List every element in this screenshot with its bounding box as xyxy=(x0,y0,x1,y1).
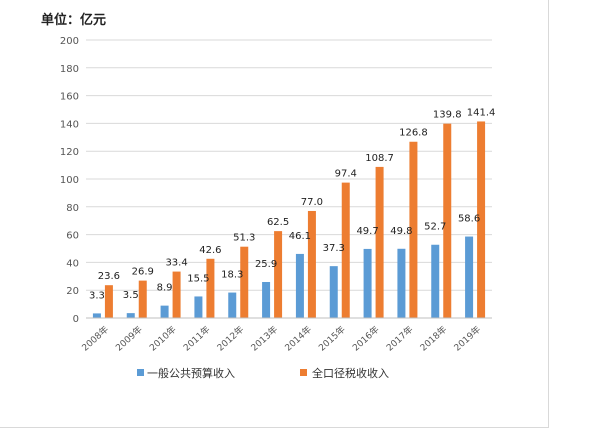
bar-budget-revenue xyxy=(228,292,237,318)
legend-label: 全口径税收收入 xyxy=(312,366,389,380)
y-tick-label: 200 xyxy=(60,36,79,47)
data-label-budget: 49.8 xyxy=(390,226,412,237)
y-tick-label: 20 xyxy=(66,286,79,297)
y-tick-label: 100 xyxy=(60,175,79,186)
y-tick-label: 120 xyxy=(60,147,79,158)
x-tick-label: 2011年 xyxy=(181,323,213,353)
legend-swatch xyxy=(300,369,307,376)
bar-budget-revenue xyxy=(194,296,203,318)
data-label-tax: 26.9 xyxy=(132,267,154,278)
data-label-budget: 52.7 xyxy=(424,222,446,233)
data-label-budget: 49.7 xyxy=(356,226,378,237)
bar-tax-revenue xyxy=(240,246,249,318)
bar-tax-revenue xyxy=(138,280,147,318)
bar-tax-revenue xyxy=(341,182,350,318)
data-label-tax: 33.4 xyxy=(165,258,187,269)
data-label-tax: 77.0 xyxy=(301,197,323,208)
data-label-budget: 37.3 xyxy=(323,243,345,254)
data-label-tax: 108.7 xyxy=(365,153,394,164)
data-label-budget: 46.1 xyxy=(289,231,311,242)
x-tick-label: 2013年 xyxy=(248,323,280,353)
y-tick-label: 0 xyxy=(73,314,79,325)
y-tick-label: 80 xyxy=(66,203,79,214)
data-label-tax: 51.3 xyxy=(233,233,255,244)
bar-budget-revenue xyxy=(92,313,101,318)
x-tick-label: 2017年 xyxy=(384,323,416,353)
x-tick-label: 2019年 xyxy=(451,323,483,353)
data-label-budget: 3.3 xyxy=(89,290,105,301)
x-tick-label: 2009年 xyxy=(113,323,145,353)
bar-tax-revenue xyxy=(104,285,113,318)
bar-budget-revenue xyxy=(465,236,474,318)
data-label-tax: 139.8 xyxy=(433,110,462,121)
chart-frame xyxy=(0,0,549,428)
bar-tax-revenue xyxy=(206,258,215,318)
y-tick-label: 140 xyxy=(60,119,79,130)
bar-budget-revenue xyxy=(329,266,338,318)
y-tick-label: 180 xyxy=(60,64,79,75)
bar-tax-revenue xyxy=(274,231,283,318)
x-tick-label: 2015年 xyxy=(316,323,348,353)
bar-budget-revenue xyxy=(126,313,135,318)
data-label-tax: 42.6 xyxy=(199,245,221,256)
bar-tax-revenue xyxy=(172,271,181,318)
x-tick-label: 2012年 xyxy=(215,323,247,353)
y-tick-label: 40 xyxy=(66,258,79,269)
unit-label: 单位：亿元 xyxy=(41,13,107,28)
x-tick-label: 2010年 xyxy=(147,323,179,353)
data-label-budget: 25.9 xyxy=(255,259,277,270)
data-label-budget: 18.3 xyxy=(221,270,243,281)
y-tick-label: 60 xyxy=(66,231,79,242)
bar-budget-revenue xyxy=(363,248,372,318)
data-label-tax: 141.4 xyxy=(467,107,496,118)
x-tick-label: 2008年 xyxy=(79,323,111,353)
bar-budget-revenue xyxy=(262,281,271,318)
data-label-budget: 8.9 xyxy=(157,283,173,294)
x-tick-label: 2016年 xyxy=(350,323,382,353)
y-tick-label: 160 xyxy=(60,92,79,103)
bar-budget-revenue xyxy=(397,248,406,318)
bar-tax-revenue xyxy=(307,210,316,318)
bar-tax-revenue xyxy=(409,141,418,318)
data-label-tax: 126.8 xyxy=(399,128,428,139)
x-tick-label: 2014年 xyxy=(282,323,314,353)
bar-budget-revenue xyxy=(295,253,304,318)
x-tick-label: 2018年 xyxy=(418,323,450,353)
data-label-budget: 3.5 xyxy=(123,290,139,301)
bar-budget-revenue xyxy=(431,244,440,318)
bar-tax-revenue xyxy=(443,123,452,318)
data-label-budget: 58.6 xyxy=(458,214,480,225)
legend-swatch xyxy=(137,369,144,376)
data-label-tax: 62.5 xyxy=(267,217,289,228)
data-label-tax: 23.6 xyxy=(98,271,120,282)
data-label-tax: 97.4 xyxy=(335,169,357,180)
bar-budget-revenue xyxy=(160,305,169,318)
data-label-budget: 15.5 xyxy=(187,273,209,284)
legend-label: 一般公共预算收入 xyxy=(147,366,235,380)
bar-tax-revenue xyxy=(375,166,384,318)
bar-tax-revenue xyxy=(477,121,486,318)
